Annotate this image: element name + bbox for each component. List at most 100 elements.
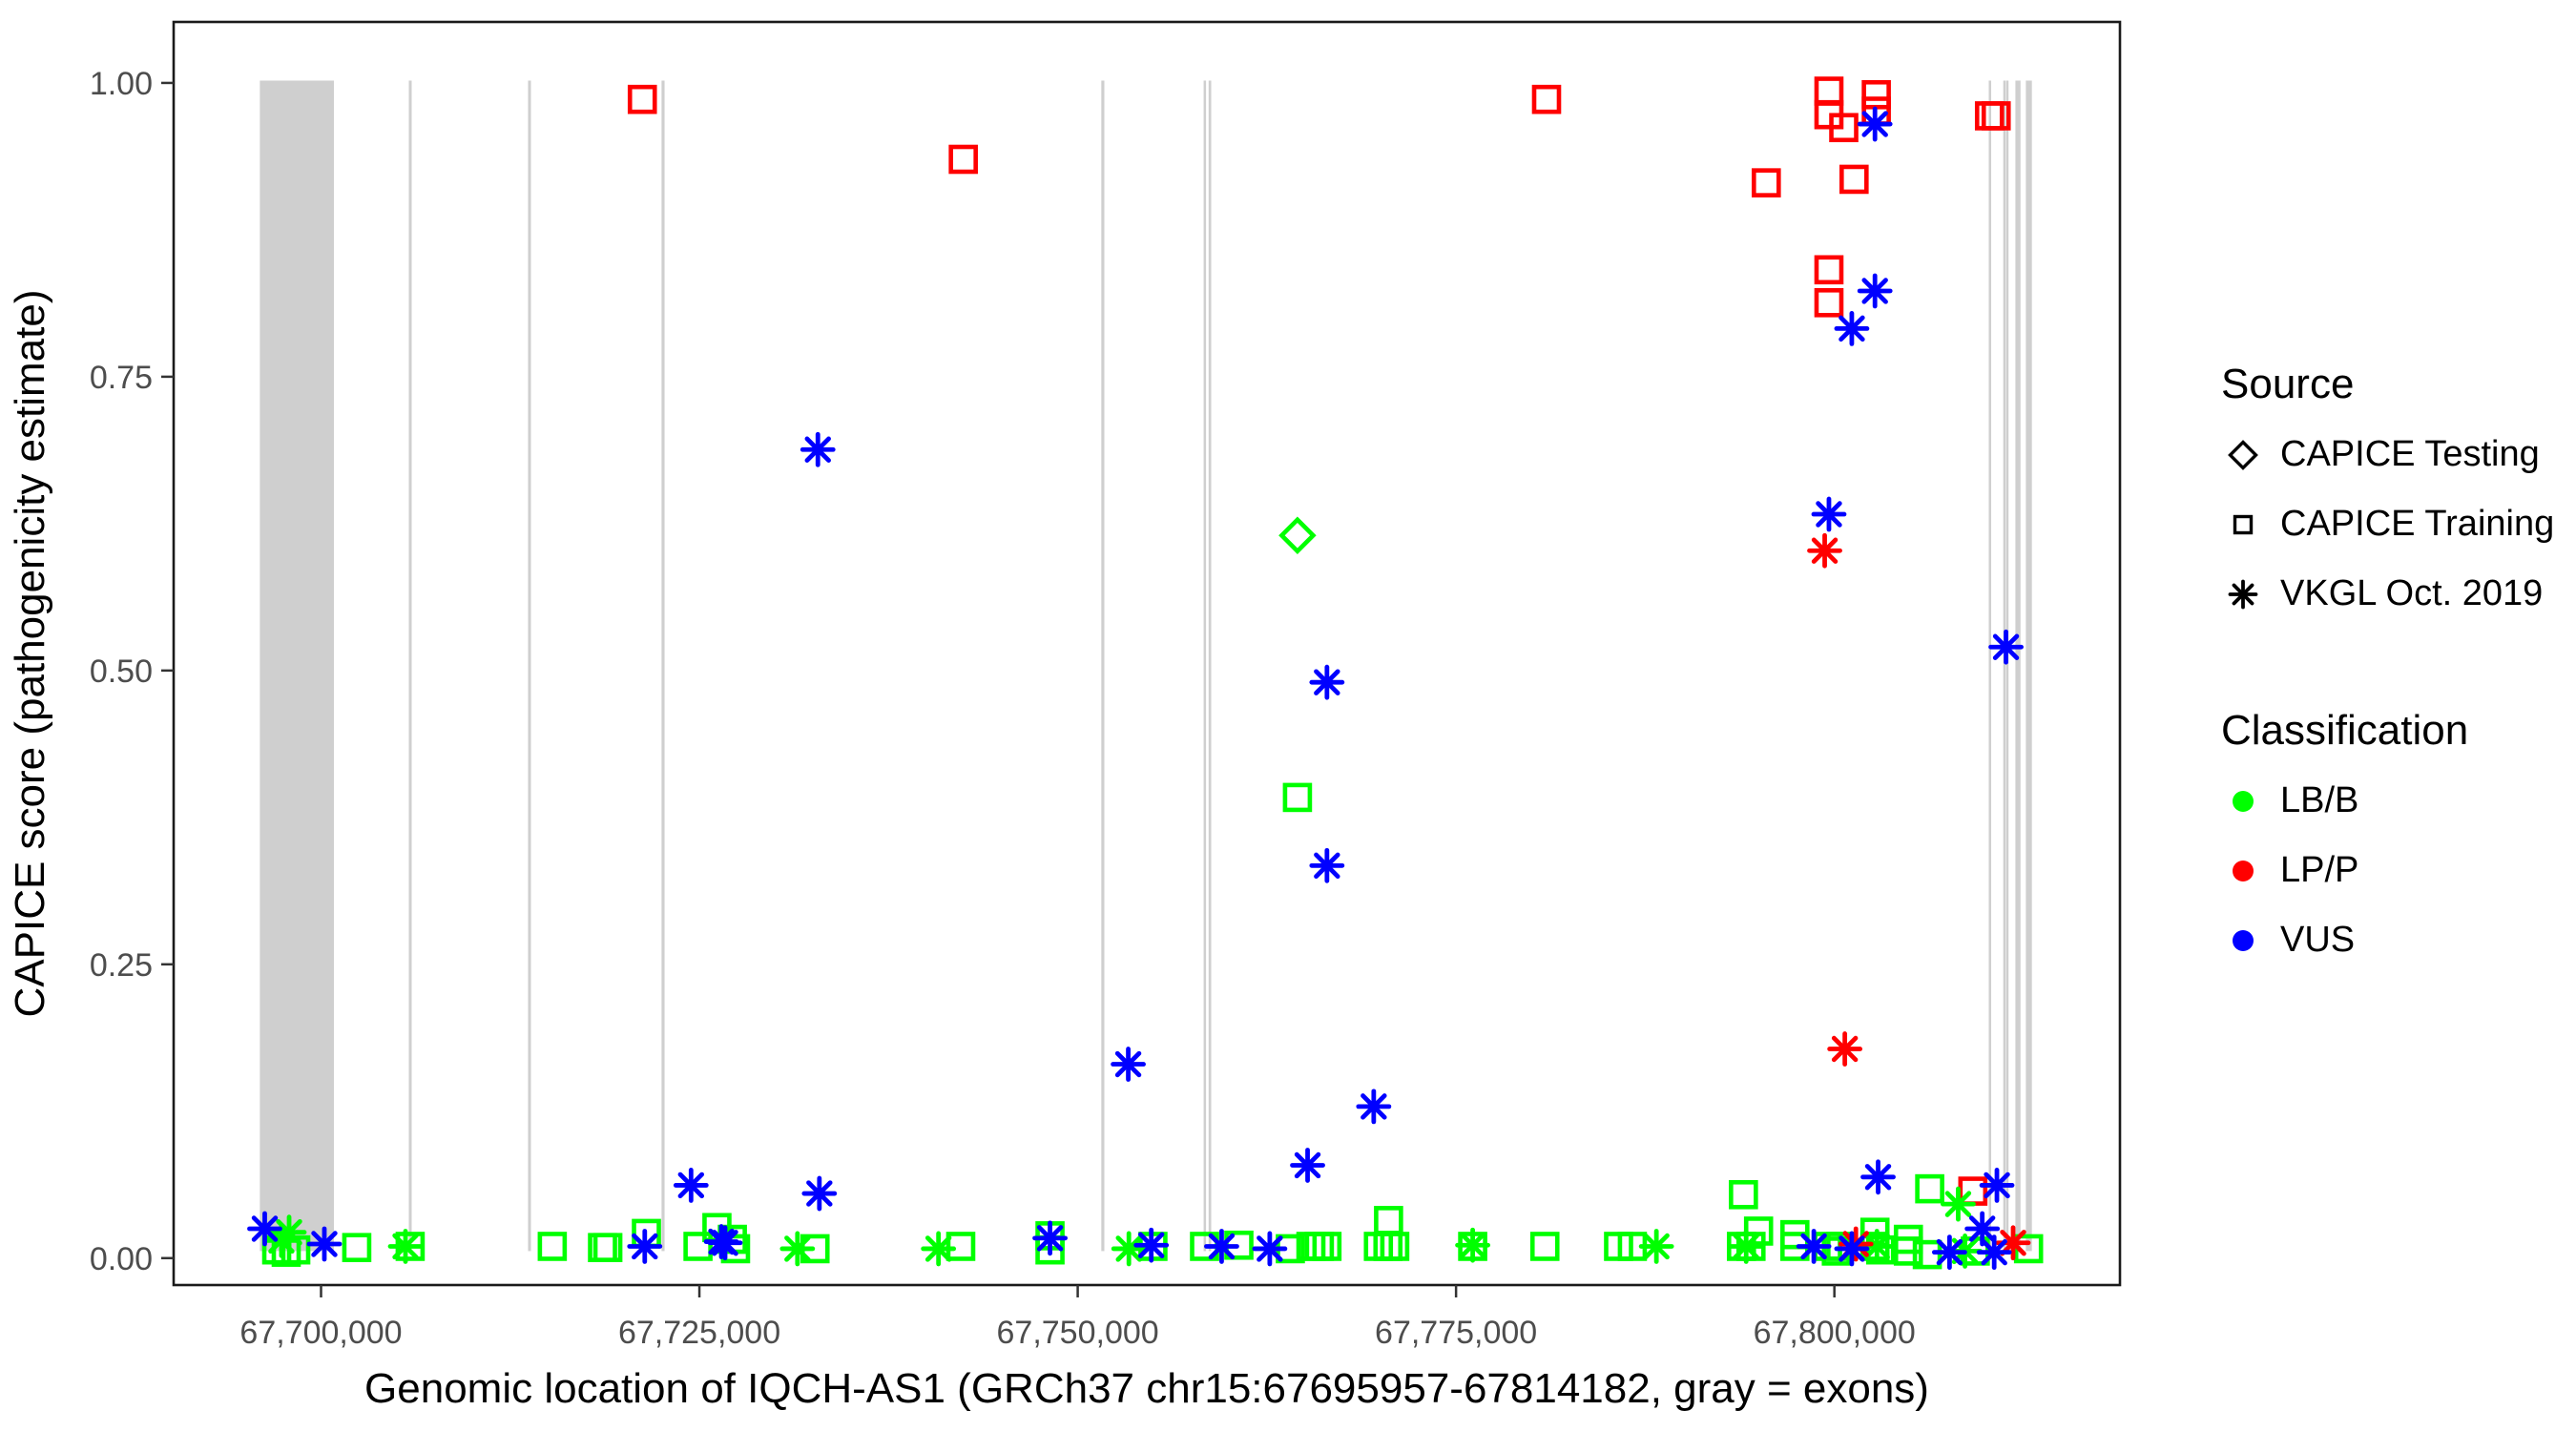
legend-item-vus: VUS <box>2221 905 2574 975</box>
legend-item-label: CAPICE Training <box>2280 504 2555 544</box>
legend-item-capice-training: CAPICE Training <box>2221 489 2574 559</box>
data-point <box>1304 1232 1335 1261</box>
data-point <box>683 1232 713 1261</box>
data-point <box>1857 106 1893 142</box>
data-point <box>921 1231 957 1267</box>
legend-item-label: LP/P <box>2280 850 2359 890</box>
data-point <box>1729 1179 1758 1210</box>
x-tick-label: 67,775,000 <box>1375 1315 1537 1351</box>
data-point <box>1981 101 2011 131</box>
data-point <box>1752 168 1781 197</box>
red-dot-icon <box>2221 849 2265 893</box>
data-point <box>1290 1148 1325 1183</box>
data-point <box>387 1229 424 1264</box>
data-point <box>1363 1232 1394 1261</box>
data-point <box>1529 1232 1560 1261</box>
exon-band <box>2025 80 2032 1252</box>
blue-dot-icon <box>2221 919 2265 963</box>
data-point <box>673 1168 709 1203</box>
data-point <box>1455 1227 1490 1263</box>
legend-item-label: CAPICE Testing <box>2280 434 2540 474</box>
exon-band <box>661 80 665 1252</box>
data-point <box>1032 1220 1068 1256</box>
data-point <box>1829 113 1859 143</box>
data-point <box>1282 782 1313 813</box>
square-icon <box>2221 503 2265 547</box>
data-point <box>1915 1173 1944 1204</box>
data-point <box>1811 496 1847 532</box>
data-point <box>1976 1234 2012 1271</box>
data-point <box>801 1175 838 1212</box>
data-point <box>1827 1031 1863 1067</box>
data-point <box>627 1229 663 1264</box>
exon-band <box>260 80 334 1252</box>
legend-item-label: VKGL Oct. 2019 <box>2280 573 2544 613</box>
data-point <box>537 1232 568 1261</box>
y-tick-label: 0.50 <box>90 653 153 690</box>
data-point <box>1373 1232 1403 1261</box>
data-point <box>1979 1168 2015 1203</box>
exon-band <box>2015 80 2021 1252</box>
data-point <box>1964 1211 2001 1247</box>
data-point <box>1931 1234 1967 1271</box>
x-tick-label: 67,750,000 <box>997 1315 1159 1351</box>
x-tick-label: 67,800,000 <box>1754 1315 1916 1351</box>
data-point <box>1861 79 1891 110</box>
x-tick-label: 67,725,000 <box>618 1315 780 1351</box>
data-point <box>800 431 836 467</box>
exon-band <box>2005 80 2009 1252</box>
data-point <box>945 1232 976 1261</box>
data-point <box>1380 1232 1410 1261</box>
data-point <box>1204 1229 1239 1264</box>
data-point <box>1312 1232 1342 1261</box>
y-tick-label: 0.75 <box>90 360 153 396</box>
data-point <box>1796 1229 1832 1264</box>
data-point <box>1857 273 1893 309</box>
exon-band <box>1101 80 1105 1252</box>
y-tick-label: 0.25 <box>90 947 153 984</box>
data-point <box>1309 664 1345 700</box>
x-axis-title: Genomic location of IQCH-AS1 (GRCh37 chr… <box>364 1365 1929 1412</box>
x-tick-label: 67,700,000 <box>239 1315 402 1351</box>
data-point <box>1374 1206 1403 1235</box>
data-point <box>1941 1186 1976 1222</box>
green-dot-icon <box>2221 779 2265 823</box>
legend-spacer <box>2221 629 2574 701</box>
data-point <box>948 144 978 175</box>
data-point <box>306 1226 343 1262</box>
legend-classification-title: Classification <box>2221 707 2469 754</box>
data-point <box>1839 164 1869 195</box>
data-point <box>1111 1047 1146 1082</box>
panel-border <box>172 20 2122 1287</box>
data-point <box>592 1233 623 1263</box>
data-point <box>247 1211 282 1247</box>
data-point <box>779 1231 816 1267</box>
data-point <box>1638 1229 1674 1264</box>
data-point <box>1278 516 1317 554</box>
diamond-icon <box>2221 433 2265 477</box>
data-point <box>1356 1089 1392 1125</box>
exon-band <box>1988 80 1992 1252</box>
data-point <box>1133 1227 1170 1263</box>
data-point <box>1814 287 1844 318</box>
data-point <box>1893 1236 1923 1266</box>
legend-item-label: VUS <box>2280 920 2356 960</box>
legend-item-lpp: LP/P <box>2221 836 2574 905</box>
data-point <box>1834 1231 1870 1267</box>
legend-item-vkgl: VKGL Oct. 2019 <box>2221 559 2574 629</box>
asterisk-icon <box>2221 572 2265 616</box>
exon-band <box>528 80 531 1252</box>
data-point <box>1860 1159 1896 1195</box>
legend-item-label: LB/B <box>2280 780 2359 820</box>
data-point <box>1531 84 1562 114</box>
data-point <box>1988 629 2024 665</box>
data-point <box>1807 532 1842 569</box>
y-axis-title: CAPICE score (pathogenicity estimate) <box>7 290 53 1018</box>
exon-band <box>1208 80 1212 1252</box>
legend-source-title: Source <box>2221 361 2355 407</box>
legend: Source CAPICE Testing CAPICE Training VK… <box>2221 355 2574 975</box>
data-point <box>1814 76 1844 106</box>
exon-band <box>408 80 412 1252</box>
data-point <box>1252 1231 1288 1267</box>
